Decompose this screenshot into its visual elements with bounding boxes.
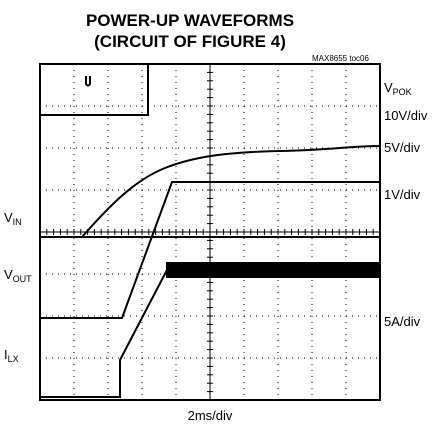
scale-label: 1V/div (384, 187, 421, 202)
ilx-label: ILX (4, 347, 19, 364)
ilx-band (166, 262, 380, 278)
vout-label: VOUT (4, 267, 32, 284)
vpok-trace (40, 64, 149, 116)
title: POWER-UP WAVEFORMS (86, 11, 294, 30)
vin-label: VIN (4, 210, 22, 227)
scope-grid (40, 64, 380, 400)
x-scale-label: 2ms/div (188, 408, 233, 423)
scale-label: 5A/div (384, 314, 421, 329)
waveforms (40, 64, 381, 398)
figure-code: MAX8655 toc06 (312, 54, 369, 63)
scale-label: 5V/div (384, 140, 421, 155)
vpok-label: VPOK (384, 80, 412, 97)
ilx-trace (40, 267, 169, 398)
vin-trace (81, 145, 381, 238)
trigger-marker (85, 76, 91, 87)
vout-trace (40, 181, 380, 319)
subtitle: (CIRCUIT OF FIGURE 4) (94, 32, 286, 51)
scale-label: 10V/div (384, 108, 428, 123)
scope-frame (39, 63, 381, 401)
